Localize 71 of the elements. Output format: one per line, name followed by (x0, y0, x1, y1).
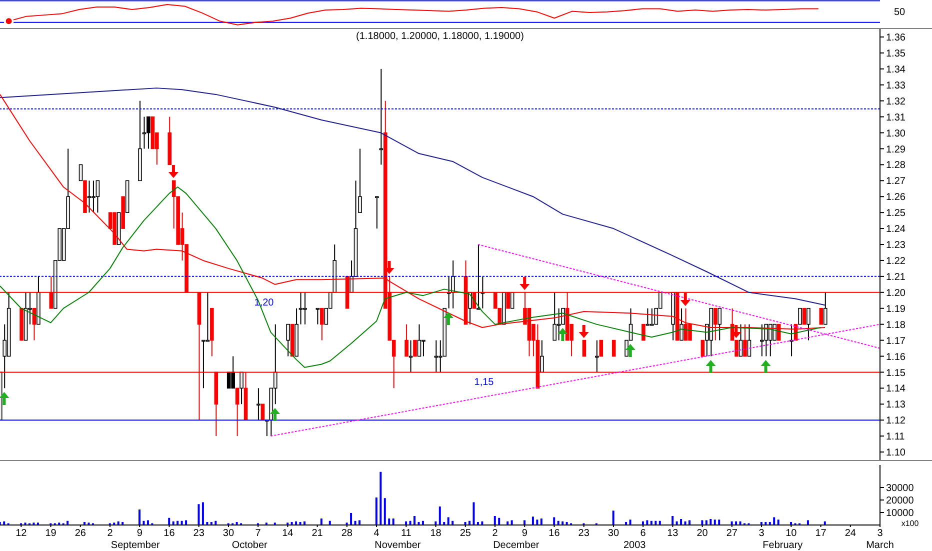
x-tick-label: 9 (522, 528, 528, 540)
y-tick-label: 30000 (886, 483, 914, 494)
x-tick-label: 4 (374, 528, 380, 540)
y-tick-label: 1.22 (886, 256, 906, 268)
chart-title: (1.18000, 1.20000, 1.18000, 1.19000) (355, 31, 525, 42)
y-tick-label: 1.27 (886, 176, 906, 188)
x-tick-label: 25 (460, 528, 472, 540)
x-tick-label: 26 (74, 528, 86, 540)
x-tick-label: 16 (548, 528, 560, 540)
x-tick-label: 24 (844, 528, 856, 540)
x-tick-label: 30 (608, 528, 620, 540)
y-tick-label: 1.24 (886, 224, 906, 236)
x2-tick-label: September (110, 540, 161, 551)
y-tick-label: 1.33 (886, 80, 906, 92)
y-tick-label: 10000 (886, 508, 914, 520)
x2-tick-label: March (866, 540, 894, 551)
y-tick-label: 1.19 (886, 304, 906, 315)
x-tick-label: 14 (282, 528, 294, 540)
y-tick-label: 1.17 (886, 336, 906, 347)
x-tick-label: 28 (341, 528, 353, 540)
y-tick-label: 1.36 (886, 32, 906, 44)
x-tick-label: 2 (492, 528, 498, 540)
x-tick-label: 9 (136, 528, 143, 540)
y-tick-label: 1.23 (886, 240, 906, 252)
y-tick-label: 1.35 (886, 48, 906, 60)
x-tick-label: 17 (815, 528, 827, 540)
x-tick-label: 16 (164, 528, 176, 540)
x-tick-label: 13 (667, 528, 679, 540)
x-tick-label: 27 (726, 528, 738, 540)
y-tick-label: 1.31 (886, 112, 906, 124)
x-tick-label: 20 (696, 528, 708, 540)
ref-line-label: 1,15 (474, 377, 494, 388)
x2-tick-label: October (232, 540, 268, 551)
x2-tick-label: December (493, 540, 540, 551)
x-tick-label: 23 (193, 528, 205, 540)
y-tick-label: 1.21 (886, 272, 906, 283)
x2-tick-label: 2003 (623, 540, 646, 551)
y-tick-label: 1.34 (886, 64, 906, 76)
x-tick-label: 12 (16, 528, 28, 540)
y-tick-label: 1.25 (886, 208, 906, 220)
y-tick-label: 1.29 (886, 144, 906, 156)
y-axis-title: x100 (901, 519, 920, 528)
y-tick-label: 1.28 (886, 160, 906, 172)
y-tick-label: 1.18 (886, 320, 906, 331)
text: 50 (894, 7, 906, 18)
x-tick-label: 11 (400, 528, 412, 540)
y-tick-label: 1.32 (886, 96, 906, 108)
x-tick-label: 21 (312, 528, 324, 540)
x-tick-label: 7 (255, 528, 262, 540)
x-tick-label: 23 (578, 528, 590, 540)
y-tick-label: 1.11 (886, 432, 906, 443)
x-tick-label: 6 (640, 528, 646, 540)
y-tick-label: 1.15 (886, 368, 906, 379)
x-tick-label: 10 (786, 528, 798, 540)
x2-tick-label: February (762, 540, 803, 551)
y-tick-label: 1.12 (886, 416, 906, 427)
x-tick-label: 18 (430, 528, 442, 540)
x-tick-label: 19 (45, 528, 57, 540)
x-tick-label: 30 (222, 528, 234, 540)
x-tick-label: 3 (758, 528, 765, 540)
y-tick-label: 1.20 (886, 288, 906, 299)
y-tick-label: 1.26 (886, 192, 906, 204)
y-tick-label: 1.10 (886, 448, 906, 459)
y-tick-label: 1.14 (886, 384, 906, 395)
y-tick-label: 1.30 (886, 128, 906, 140)
x-tick-label: 3 (877, 528, 884, 540)
x-tick-label: 2 (107, 528, 114, 540)
y-tick-label: 1.16 (886, 352, 906, 363)
y-tick-label: 1.13 (886, 400, 906, 411)
y-tick-label: 20000 (886, 496, 914, 507)
x2-tick-label: November (374, 540, 422, 551)
